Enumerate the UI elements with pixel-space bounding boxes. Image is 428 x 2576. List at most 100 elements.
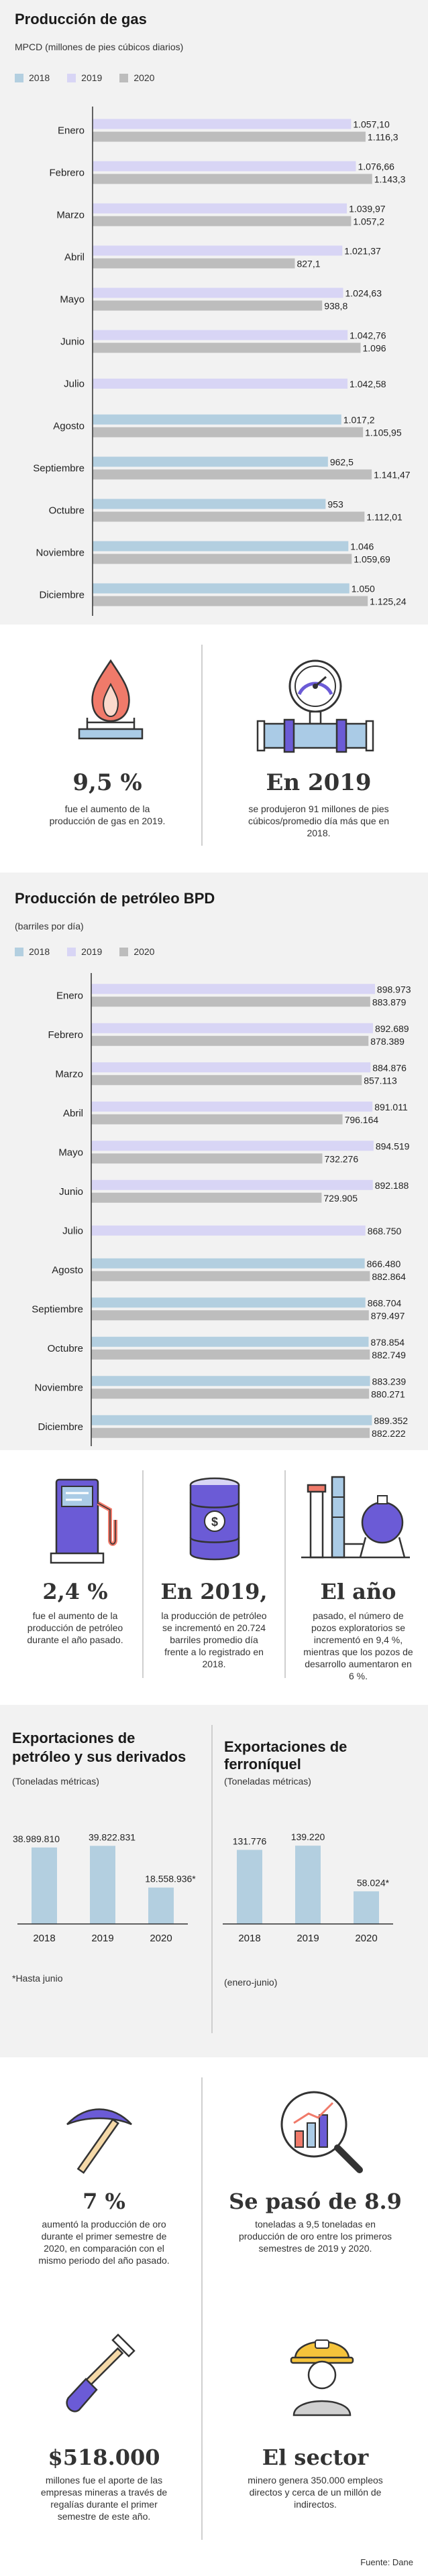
oil-exports-note: *Hasta junio — [12, 1973, 63, 1984]
stat-description: fue el aumento de la producción de gas e… — [49, 803, 166, 826]
stat-description: fue el aumento de la producción de petró… — [27, 1610, 123, 1645]
category-label: Noviembre — [34, 1382, 83, 1393]
bar-2019 — [91, 1062, 371, 1073]
data-label: 732.276 — [325, 1153, 359, 1164]
data-label: 18.558.936* — [145, 1874, 196, 1884]
stat-description: se produjeron 91 millones de pies cúbico… — [248, 803, 390, 838]
bar-2019 — [91, 984, 375, 994]
data-label: 892.188 — [375, 1180, 409, 1191]
legend-item-2018: 2018 — [15, 946, 50, 957]
gas-chart-subtitle: MPCD (millones de pies cúbicos diarios) — [15, 42, 184, 52]
bar-2020 — [93, 258, 295, 269]
bar-2020 — [91, 996, 370, 1007]
category-label: Mayo — [60, 294, 85, 306]
oil-bar-chart: Enero 898.973 883.879 Febrero 892.689 878.389… — [32, 973, 411, 1446]
bar-2019 — [91, 1179, 373, 1190]
data-label: 1.042,58 — [350, 379, 386, 389]
category-label: Diciembre — [39, 590, 85, 601]
bar-2020 — [93, 300, 323, 311]
data-label: 1.042,76 — [350, 330, 386, 341]
data-label: 1.105,95 — [365, 428, 402, 438]
legend-item-2019: 2019 — [67, 72, 102, 83]
data-label: 827,1 — [297, 259, 320, 269]
bar-2020 — [91, 1427, 370, 1438]
gas-chart-legend: 2018 2019 2020 — [15, 72, 154, 83]
gas-stat-2: En 2019 se produjeron 91 millones de pie… — [228, 769, 409, 839]
data-label: 1.057,2 — [353, 216, 384, 227]
stat-value: $518.000 — [48, 2445, 160, 2470]
miner-helmet-icon — [290, 2339, 354, 2417]
stat-value: 2,4 % — [42, 1579, 108, 1604]
data-label: 1.143,3 — [374, 174, 406, 185]
bar-2020 — [93, 427, 364, 438]
gas-stats-section: 9,5 % fue el aumento de la producción de… — [0, 625, 428, 873]
bar — [148, 1887, 174, 1924]
stats-divider — [142, 1470, 144, 1678]
bar — [90, 1846, 115, 1924]
bar-2020 — [91, 1153, 323, 1164]
bar-2020 — [93, 342, 361, 353]
ferronickel-exports-unit: (Toneladas métricas) — [224, 1776, 311, 1787]
data-label: 38.989.810 — [13, 1833, 60, 1844]
stat-description: pasado, el número de pozos exploratorios… — [303, 1610, 413, 1681]
data-label: 729.905 — [323, 1193, 358, 1204]
data-label: 1.125,24 — [370, 596, 407, 607]
bar-2018 — [93, 541, 349, 552]
data-label: 1.076,66 — [358, 162, 394, 172]
data-label: 1.039,97 — [349, 204, 386, 214]
gas-chart-panel: Producción de gas MPCD (millones de pies… — [0, 0, 428, 625]
stat-value: Se pasó de 8.9 — [229, 2189, 402, 2214]
stat-description: la producción de petróleo se incrementó … — [161, 1610, 267, 1669]
oil-stats-section: $ 2,4 % fue el aumento de la producción … — [0, 1450, 428, 1705]
exports-panel: Exportaciones de petróleo y sus derivado… — [0, 1705, 428, 2057]
data-label: 889.352 — [374, 1415, 408, 1426]
mining-stat-1: 7 % aumentó la producción de oro durante… — [27, 2189, 181, 2266]
ferronickel-exports-note: (enero-junio) — [224, 1977, 278, 1988]
data-label: 894.519 — [376, 1141, 410, 1151]
bar-2018 — [93, 414, 341, 425]
source-note: Fuente: Dane — [360, 2557, 413, 2567]
stat-description: aumentó la producción de oro durante el … — [38, 2219, 170, 2266]
category-label: Marzo — [56, 210, 85, 221]
category-label: Septiembre — [32, 1303, 83, 1315]
data-label: 1.096 — [363, 343, 386, 354]
bar — [32, 1847, 57, 1924]
oil-stat-2: En 2019, la producción de petróleo se in… — [150, 1579, 278, 1670]
bar-2018 — [91, 1258, 365, 1269]
category-label: Agosto — [52, 1265, 83, 1276]
bar-2018 — [91, 1297, 366, 1308]
category-label: Enero — [58, 125, 85, 137]
exports-divider — [211, 1725, 213, 2033]
bar-2019 — [93, 330, 348, 340]
data-label: 131.776 — [233, 1836, 267, 1846]
data-label: 891.011 — [374, 1102, 408, 1112]
data-label: 883.879 — [372, 996, 407, 1007]
mining-stat-4: El sector minero genera 350.000 empleos … — [215, 2445, 416, 2510]
data-label: 938,8 — [324, 301, 347, 312]
category-label: Julio — [62, 1225, 83, 1236]
bar-2019 — [93, 161, 356, 172]
data-label: 1.059,69 — [354, 554, 390, 565]
bar — [354, 1891, 379, 1924]
bar — [237, 1850, 262, 1924]
data-label: 892.689 — [375, 1023, 409, 1034]
category-label: 2018 — [238, 1933, 260, 1944]
data-label: 1.046 — [350, 541, 374, 552]
oil-exports-unit: (Toneladas métricas) — [12, 1776, 99, 1787]
category-label: Octubre — [48, 1343, 83, 1354]
data-label: 1.112,01 — [366, 512, 403, 523]
data-label: 878.854 — [370, 1337, 405, 1348]
bar-2020 — [93, 554, 352, 564]
stat-value: 9,5 % — [72, 769, 142, 796]
legend-item-2019: 2019 — [67, 946, 102, 957]
category-label: Noviembre — [36, 548, 85, 559]
data-label: 962,5 — [330, 457, 354, 468]
data-label: 882.222 — [372, 1428, 406, 1439]
stat-description: minero genera 350.000 empleos directos y… — [248, 2475, 383, 2510]
legend-item-2020: 2020 — [119, 946, 154, 957]
legend-item-2018: 2018 — [15, 72, 50, 83]
category-label: Junio — [59, 1186, 83, 1198]
category-label: 2020 — [150, 1933, 172, 1944]
data-label: 868.704 — [368, 1297, 402, 1308]
bar-2020 — [93, 216, 352, 227]
